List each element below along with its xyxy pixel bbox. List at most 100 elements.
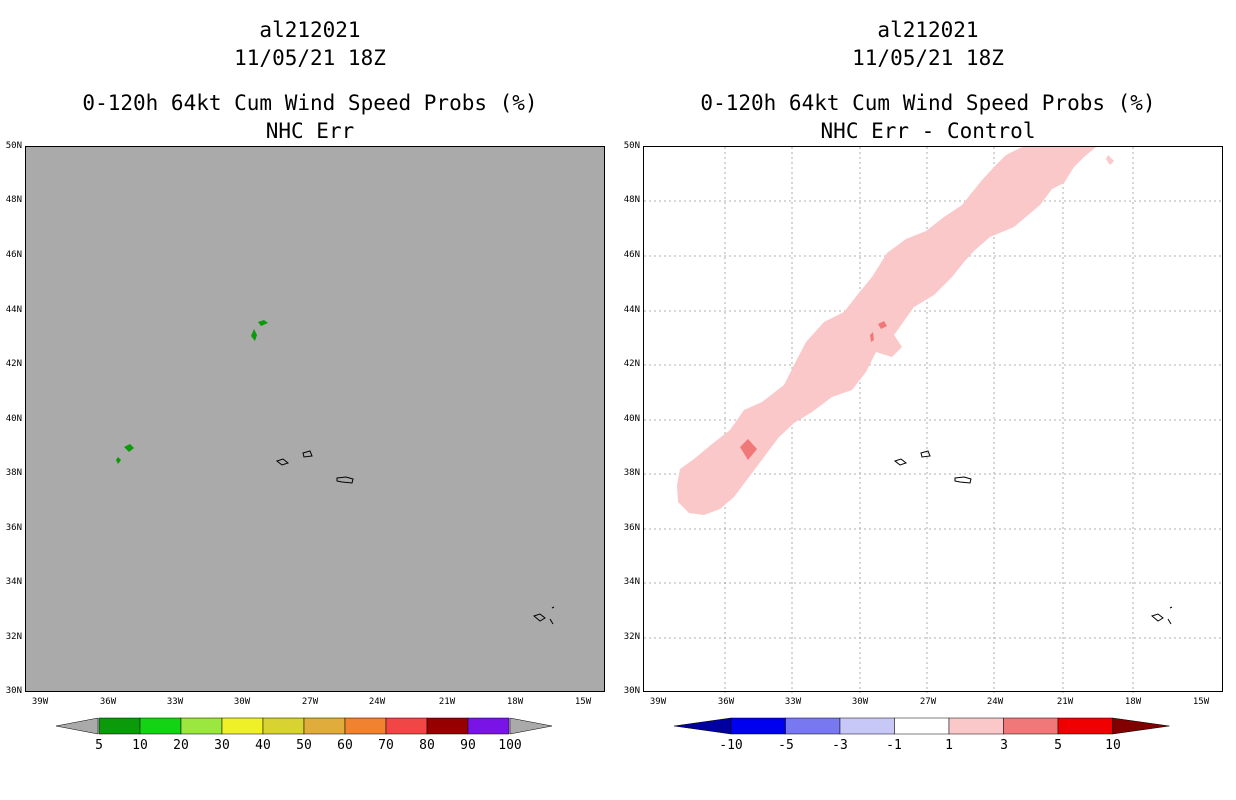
- right-cb-label: 3: [1000, 738, 1008, 753]
- left-cb-label: 100: [498, 738, 522, 753]
- left-colorbar-cell: [262, 717, 305, 735]
- left-colorbar-cell: [344, 717, 387, 735]
- right-colorbar-cell: [785, 717, 841, 735]
- left-lon-label: 18W: [506, 697, 524, 707]
- left-lon-label: 15W: [574, 697, 592, 707]
- left-colorbar-cell: [98, 717, 141, 735]
- left-lat-label: 50N: [5, 141, 22, 151]
- right-lon-label: 33W: [784, 697, 802, 707]
- left-prob-blob: [116, 457, 121, 464]
- left-title-datetime: 11/05/21 18Z: [234, 46, 386, 70]
- left-lat-label: 30N: [5, 686, 22, 696]
- right-lat-label: 30N: [623, 686, 640, 696]
- left-cb-label: 80: [419, 738, 435, 753]
- right-lon-label: 18W: [1124, 697, 1142, 707]
- right-cb-label: 1: [945, 738, 953, 753]
- left-prob-blob: [258, 320, 268, 326]
- left-title-storm-id: al212021: [259, 18, 361, 42]
- left-lat-label: 44N: [5, 305, 22, 315]
- right-diff-blob: [870, 332, 874, 342]
- left-lon-label: 21W: [438, 697, 456, 707]
- right-lat-label: 36N: [623, 523, 640, 533]
- right-map: [643, 146, 1224, 693]
- right-colorbar-cell: [894, 717, 950, 735]
- right-lon-label: 27W: [919, 697, 937, 707]
- left-lon-label: 36W: [99, 697, 117, 707]
- left-colorbar-cell: [180, 717, 223, 735]
- left-colorbar-cell: [303, 717, 346, 735]
- right-cb-label: -5: [778, 738, 794, 753]
- right-colorbar-cell: [948, 717, 1004, 735]
- left-prob-blob: [124, 444, 134, 452]
- left-cb-label: 60: [337, 738, 353, 753]
- left-title-product: 0-120h 64kt Cum Wind Speed Probs (%): [82, 91, 538, 115]
- right-diff-band: [677, 147, 1096, 515]
- left-cb-label: 50: [296, 738, 312, 753]
- right-cb-label: 5: [1054, 738, 1062, 753]
- left-cb-label: 70: [378, 738, 394, 753]
- right-colorbar-cell: [839, 717, 895, 735]
- left-lat-label: 46N: [5, 250, 22, 260]
- right-lat-label: 48N: [623, 195, 640, 205]
- right-lon-label: 30W: [851, 697, 869, 707]
- right-colorbar-cell: [730, 717, 786, 735]
- left-lon-label: 39W: [31, 697, 49, 707]
- right-lon-label: 39W: [649, 697, 667, 707]
- right-diff-blob: [878, 321, 887, 329]
- left-lat-label: 42N: [5, 359, 22, 369]
- right-lat-label: 50N: [623, 141, 640, 151]
- left-coastlines: [275, 450, 555, 625]
- left-lat-label: 36N: [5, 523, 22, 533]
- right-cb-label: 10: [1105, 738, 1121, 753]
- right-title-datetime: 11/05/21 18Z: [852, 46, 1004, 70]
- right-lon-label: 21W: [1056, 697, 1074, 707]
- left-lat-label: 32N: [5, 632, 22, 642]
- left-colorbar-cell: [467, 717, 510, 735]
- right-lat-label: 44N: [623, 305, 640, 315]
- left-lat-label: 38N: [5, 468, 22, 478]
- right-lat-label: 42N: [623, 359, 640, 369]
- left-lon-label: 24W: [368, 697, 386, 707]
- left-lon-label: 33W: [166, 697, 184, 707]
- left-title-subtitle: NHC Err: [265, 119, 355, 143]
- left-colorbar-cell: [385, 717, 428, 735]
- right-lat-label: 38N: [623, 468, 640, 478]
- left-lat-label: 40N: [5, 414, 22, 424]
- right-cb-label: -3: [832, 738, 848, 753]
- right-title-product: 0-120h 64kt Cum Wind Speed Probs (%): [700, 91, 1156, 115]
- right-cb-label: -10: [719, 738, 743, 753]
- right-lat-label: 40N: [623, 414, 640, 424]
- right-colorbar-cell: [674, 717, 732, 735]
- right-diff-blob: [740, 439, 757, 460]
- right-title-subtitle: NHC Err - Control: [820, 119, 1036, 143]
- left-colorbar-cell: [221, 717, 264, 735]
- right-cb-label: -1: [886, 738, 902, 753]
- left-colorbar: [56, 717, 553, 735]
- left-cb-label: 30: [214, 738, 230, 753]
- left-map: [25, 146, 605, 692]
- right-lat-label: 32N: [623, 632, 640, 642]
- right-lat-label: 34N: [623, 577, 640, 587]
- right-colorbar-cell: [1003, 717, 1059, 735]
- left-cb-label: 90: [460, 738, 476, 753]
- right-title-storm-id: al212021: [877, 18, 979, 42]
- left-cb-label: 5: [95, 738, 103, 753]
- left-colorbar-cell: [426, 717, 469, 735]
- left-colorbar-cell: [139, 717, 182, 735]
- right-lon-label: 24W: [986, 697, 1004, 707]
- left-cb-label: 40: [255, 738, 271, 753]
- left-cb-label: 20: [173, 738, 189, 753]
- left-lon-label: 27W: [301, 697, 319, 707]
- right-colorbar-cell: [1057, 717, 1113, 735]
- right-colorbar-cell: [1112, 717, 1170, 735]
- right-lat-label: 46N: [623, 250, 640, 260]
- left-lon-label: 30W: [233, 697, 251, 707]
- left-cb-label: 10: [132, 738, 148, 753]
- left-lat-label: 34N: [5, 577, 22, 587]
- right-diff-band: [1106, 155, 1114, 165]
- right-colorbar: [674, 717, 1170, 735]
- right-coastlines: [893, 450, 1173, 625]
- left-lat-label: 48N: [5, 195, 22, 205]
- right-lon-label: 36W: [717, 697, 735, 707]
- left-prob-blob: [251, 329, 257, 341]
